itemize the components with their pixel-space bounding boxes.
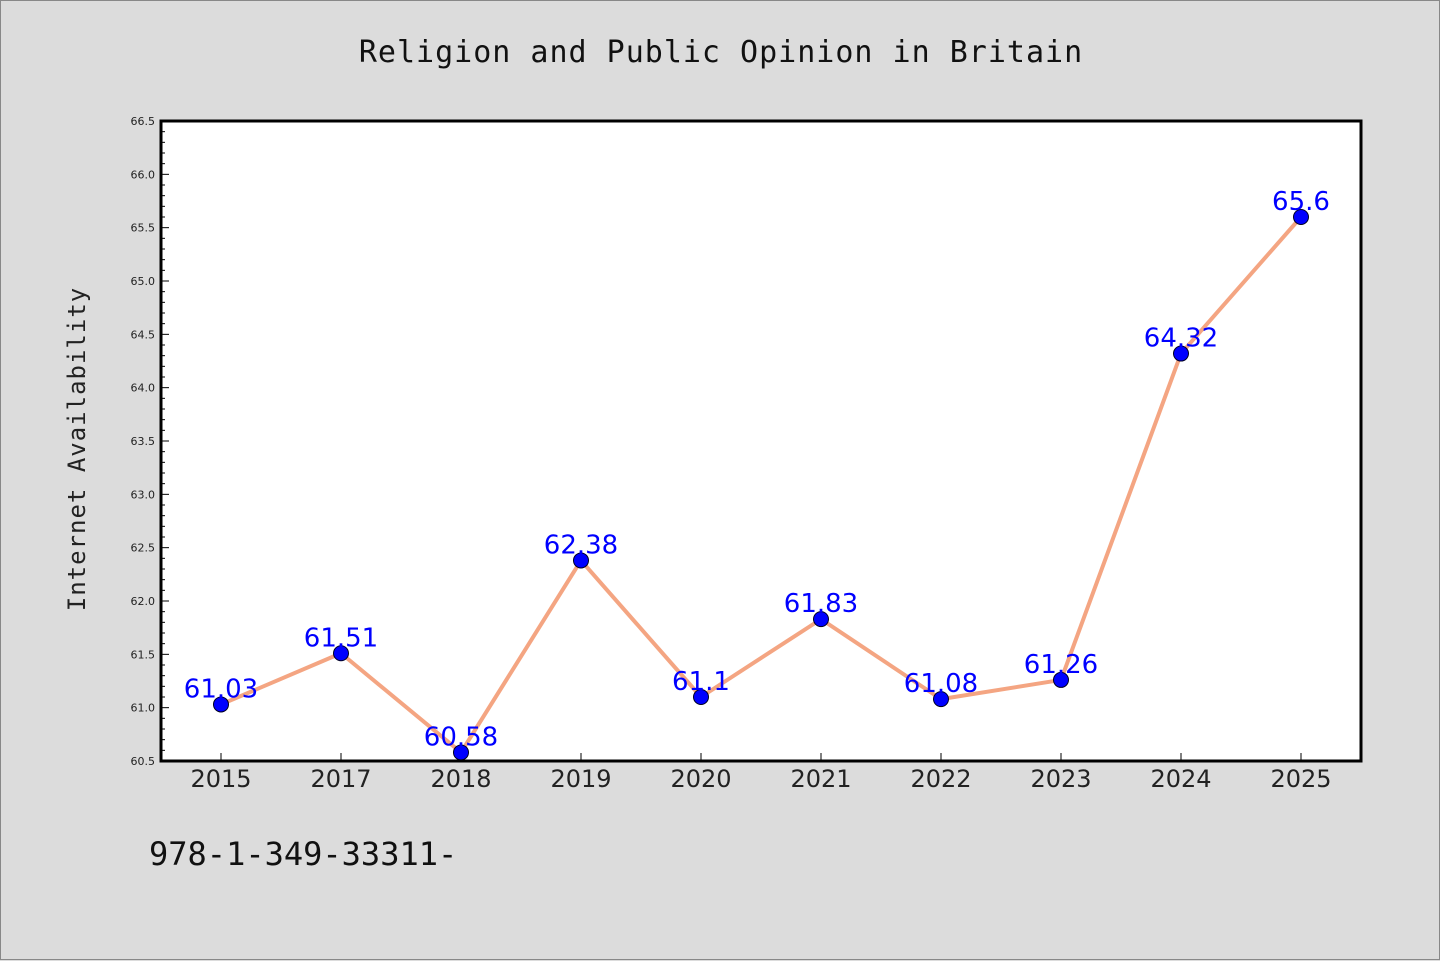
y-tick-label: 62.0 (131, 595, 156, 608)
series-group: 61.03 61.51 60.58 62.38 61.1 61.83 61.08 61.26 6… (184, 187, 1330, 761)
y-tick-label: 65.5 (131, 222, 156, 235)
x-tick-label: 2021 (790, 765, 851, 793)
data-label: 61.83 (784, 589, 858, 619)
x-tick-label: 2017 (310, 765, 371, 793)
y-tick-label: 66.5 (131, 115, 156, 128)
x-axis-ticks: 2015 2017 2018 2019 2020 2021 2022 2023 2024 2025 (190, 753, 1332, 793)
y-tick-label: 66.0 (131, 168, 156, 181)
data-point (333, 645, 349, 662)
data-point (1053, 671, 1069, 688)
y-tick-label: 64.0 (131, 382, 156, 395)
data-point (213, 696, 229, 713)
data-label: 65.6 (1272, 187, 1330, 217)
plot-frame (159, 119, 1363, 763)
y-tick-label: 60.5 (131, 755, 156, 768)
x-tick-label: 2023 (1030, 765, 1091, 793)
x-tick-label: 2024 (1150, 765, 1211, 793)
y-tick-label: 63.0 (131, 488, 156, 501)
y-axis-ticks: 60.5 61.0 61.5 62.0 62.5 63.0 63.5 64.0 64.5 65.0… (131, 115, 169, 768)
data-point (813, 611, 829, 628)
y-tick-label: 61.5 (131, 648, 156, 661)
data-label: 61.51 (304, 623, 378, 653)
data-label: 60.58 (424, 722, 498, 752)
x-tick-label: 2020 (670, 765, 731, 793)
data-point (693, 689, 709, 705)
plot-area (161, 121, 1361, 761)
chart-title: Religion and Public Opinion in Britain (358, 35, 1084, 70)
y-tick-label: 65.0 (131, 275, 156, 288)
data-label: 64.32 (1144, 324, 1218, 354)
y-tick-label: 63.5 (131, 435, 156, 448)
y-tick-label: 64.5 (131, 328, 156, 341)
data-point (573, 552, 589, 569)
data-label: 62.38 (544, 530, 618, 560)
y-tick-label: 62.5 (131, 542, 156, 555)
data-label: 61.26 (1024, 650, 1098, 680)
footer-code: 978-1-349-33311- (149, 835, 458, 873)
x-tick-label: 2018 (430, 765, 491, 793)
data-label: 61.03 (184, 674, 258, 704)
x-tick-label: 2025 (1270, 765, 1331, 793)
data-label: 61.1 (672, 667, 730, 697)
x-tick-label: 2019 (550, 765, 611, 793)
data-point (933, 691, 949, 708)
y-tick-label: 61.0 (131, 702, 156, 715)
x-tick-label: 2015 (190, 765, 251, 793)
data-point (1173, 345, 1189, 362)
series-line (220, 215, 1303, 755)
data-label: 61.08 (904, 669, 978, 699)
data-point (1293, 209, 1309, 225)
x-tick-label: 2022 (910, 765, 971, 793)
